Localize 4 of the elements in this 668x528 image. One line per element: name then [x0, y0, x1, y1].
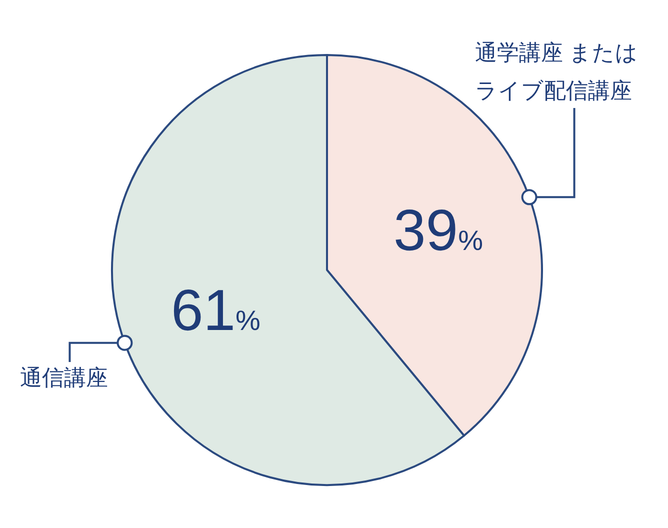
- legend-label: 通信講座: [20, 365, 108, 390]
- data-label: 39%: [394, 198, 483, 263]
- slice-label: 通学講座 またはライブ配信講座: [475, 40, 638, 103]
- data-label: 61%: [171, 278, 260, 344]
